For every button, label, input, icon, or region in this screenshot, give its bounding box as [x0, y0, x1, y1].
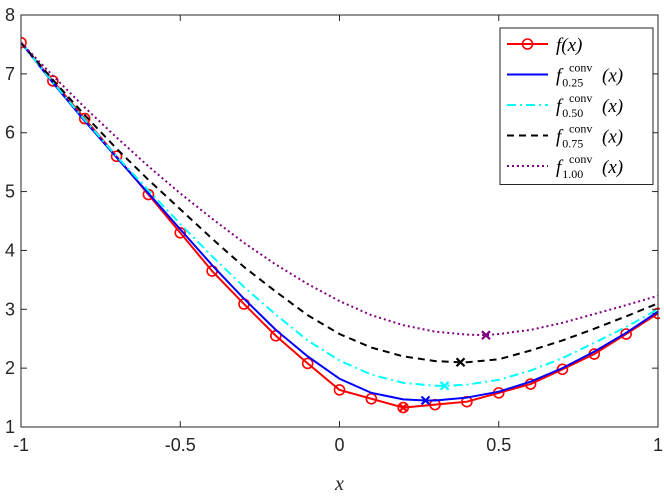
- data-point: [78, 112, 91, 125]
- y-tick-label: 6: [5, 123, 15, 143]
- x-tick-label: 0.5: [486, 435, 511, 455]
- y-tick-label: 8: [5, 5, 15, 25]
- y-tick-label: 4: [5, 240, 15, 260]
- data-point: [620, 328, 632, 340]
- series-2: [21, 42, 659, 406]
- legend-label: f0.75: [556, 127, 583, 151]
- y-tick-label: 5: [5, 182, 15, 202]
- y-tick-label: 2: [5, 358, 15, 378]
- series-4: [21, 42, 659, 368]
- data-point: [333, 384, 346, 396]
- legend-label-superscript: conv: [569, 91, 592, 105]
- series-line-5: [21, 41, 659, 337]
- y-tick-label: 1: [5, 417, 15, 437]
- series-line-2: [21, 42, 659, 402]
- legend-box: [499, 27, 654, 185]
- legend-label-superscript: conv: [569, 152, 592, 166]
- minimum-marker: [481, 330, 491, 340]
- legend-label: f(x): [556, 35, 582, 56]
- series-line-3: [21, 42, 659, 387]
- legend-label-superscript: conv: [569, 61, 592, 75]
- minimum-marker: [398, 402, 408, 413]
- legend-label-argument: (x): [602, 96, 623, 117]
- legend-label: f0.25: [556, 66, 583, 90]
- minimum-marker: [420, 395, 431, 406]
- series-3: [21, 42, 659, 391]
- x-tick-label: -0.5: [165, 435, 196, 455]
- legend-marker: [521, 38, 534, 50]
- legend-label-argument: (x): [602, 66, 623, 87]
- x-tick-label: 0: [334, 435, 344, 455]
- y-tick-label: 7: [5, 64, 15, 84]
- data-point: [301, 357, 314, 370]
- minimum-marker: [455, 357, 466, 368]
- legend-label: f0.50: [556, 96, 583, 120]
- y-tick-label: 3: [5, 299, 15, 319]
- axes: -1 -0.5 0 0.5 1 1 2 3 4 5 6 7 8: [5, 5, 663, 455]
- x-axis-label: x: [334, 473, 344, 495]
- minimum-marker: [439, 381, 450, 391]
- legend-label-superscript: conv: [569, 122, 592, 136]
- legend-label: f1.00: [556, 157, 583, 181]
- legend-label-argument: (x): [602, 127, 623, 148]
- series-layer: [21, 36, 660, 414]
- x-tick-label: -1: [13, 435, 29, 455]
- series-line-4: [21, 42, 659, 364]
- data-point: [21, 36, 27, 49]
- data-point: [110, 150, 123, 163]
- data-point: [397, 401, 410, 414]
- legend-entry: f(x): [507, 35, 582, 56]
- series-5: [21, 41, 659, 340]
- legend-label-argument: (x): [602, 157, 623, 178]
- x-tick-label: 1: [653, 435, 663, 455]
